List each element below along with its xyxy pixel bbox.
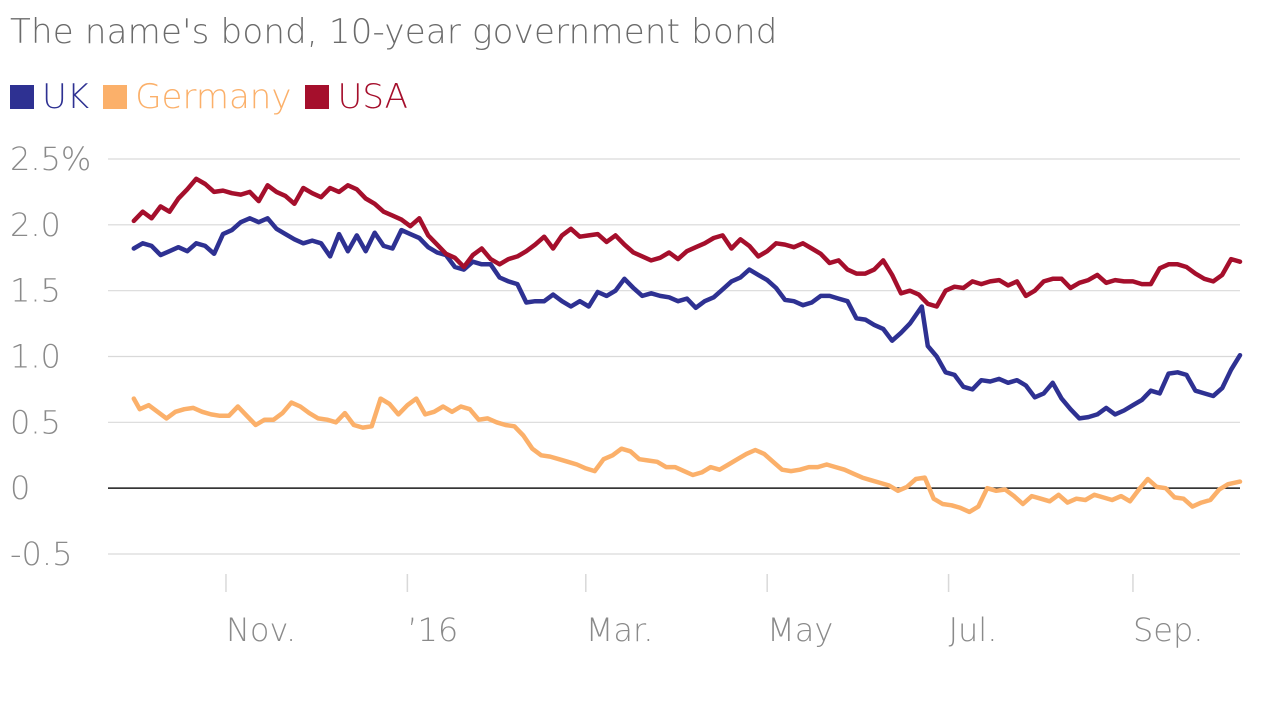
series-lines	[131, 176, 1243, 515]
x-tick-label: May	[767, 611, 833, 649]
legend-swatch-germany	[103, 85, 128, 109]
y-tick-label: -0.5	[10, 535, 72, 573]
legend-swatch-uk	[10, 85, 34, 109]
series-line-usa	[131, 176, 1243, 309]
x-tick-label: Mar.	[586, 611, 654, 649]
legend: UK Germany USA	[10, 77, 422, 117]
x-tick-label: Nov.	[226, 611, 296, 649]
x-tick-label: ’16	[407, 611, 458, 649]
legend-item-germany: Germany	[103, 77, 291, 117]
legend-item-usa: USA	[305, 77, 408, 117]
y-tick-label: 2.5%	[10, 140, 91, 178]
y-tick-label: 0	[10, 469, 30, 507]
chart-title: The name's bond, 10-year government bond	[10, 12, 778, 52]
series-line-germany	[131, 396, 1243, 515]
series-line-uk	[131, 216, 1243, 421]
x-axis-ticks: Nov. ’16 Mar. May Jul. Sep.	[225, 574, 1203, 649]
y-tick-label: 1.0	[10, 338, 61, 376]
y-tick-label: 0.5	[10, 403, 61, 441]
y-tick-label: 1.5	[10, 272, 61, 310]
y-axis-tick-labels: 2.5% 2.0 1.5 1.0 0.5 0 -0.5	[10, 140, 91, 573]
x-tick-label: Sep.	[1133, 611, 1203, 649]
legend-swatch-usa	[305, 85, 330, 109]
legend-label-germany: Germany	[135, 77, 292, 117]
y-tick-label: 2.0	[10, 206, 61, 244]
legend-item-uk: UK	[10, 77, 89, 117]
gridlines	[108, 158, 1240, 555]
legend-label-uk: UK	[42, 77, 90, 117]
legend-label-usa: USA	[337, 77, 408, 117]
x-tick-label: Jul.	[949, 611, 998, 649]
